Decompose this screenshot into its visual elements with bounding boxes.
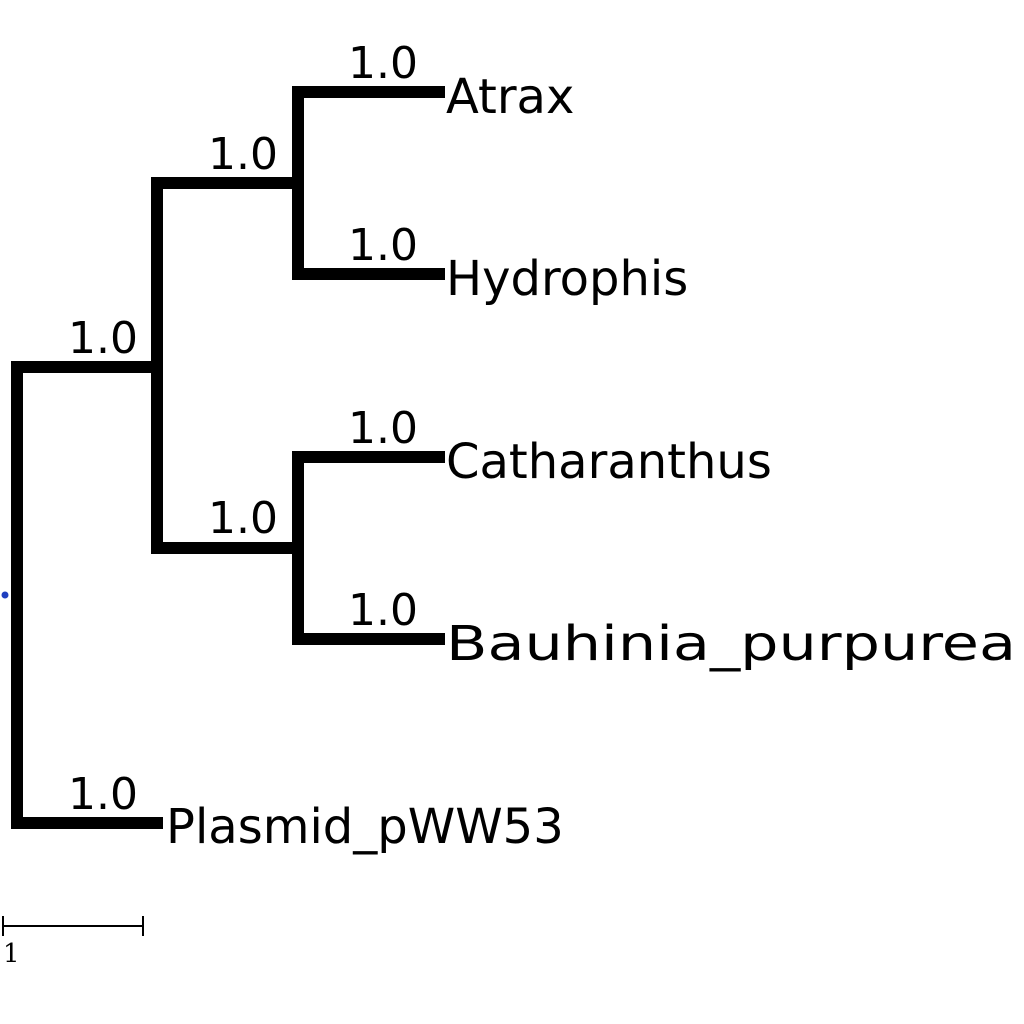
scale-bar: 1 — [2, 916, 144, 969]
support-label-four-taxa-clade: 1.0 — [68, 313, 138, 364]
scale-bar-label: 1 — [3, 939, 20, 969]
support-label-catharanthus-bauhinia-clade: 1.0 — [208, 493, 278, 544]
root-marker — [1, 591, 9, 599]
support-label-hydrophis: 1.0 — [348, 220, 418, 271]
support-label-atrax-hydrophis-clade: 1.0 — [208, 129, 278, 180]
leaf-label-bauhinia: Bauhinia_purpurea — [446, 616, 1016, 672]
support-label-bauhinia: 1.0 — [348, 585, 418, 636]
leaf-label-atrax: Atrax — [446, 69, 574, 125]
leaf-label-catharanthus: Catharanthus — [446, 434, 772, 490]
leaf-label-hydrophis: Hydrophis — [446, 251, 688, 307]
support-label-atrax: 1.0 — [348, 38, 418, 89]
leaf-label-plasmid: Plasmid_pWW53 — [166, 799, 564, 855]
support-label-plasmid: 1.0 — [68, 769, 138, 820]
support-label-catharanthus: 1.0 — [348, 403, 418, 454]
